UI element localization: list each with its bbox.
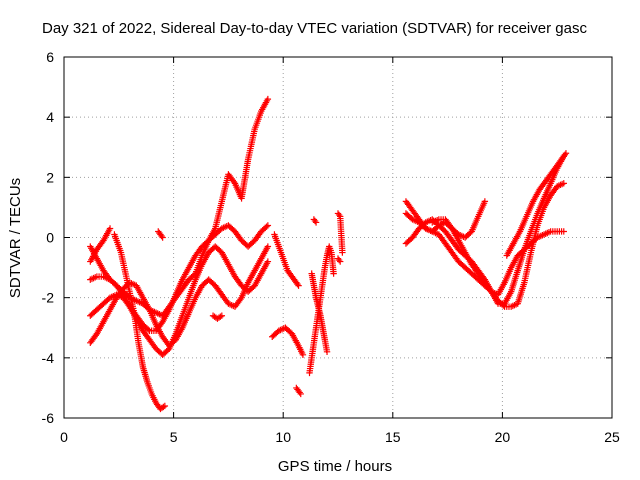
y-tick-label: -4 [42, 350, 55, 366]
y-tick-label: 6 [46, 49, 54, 65]
data-point [144, 326, 152, 333]
y-tick-label: 0 [46, 230, 54, 246]
x-tick-label: 15 [385, 429, 401, 445]
data-point [296, 389, 303, 396]
data-point [99, 238, 106, 246]
data-point [230, 178, 238, 186]
data-point [335, 211, 343, 219]
data-point [312, 219, 320, 226]
data-point [336, 258, 344, 265]
data-point [263, 223, 270, 230]
data-point [295, 282, 302, 289]
data-point [500, 302, 507, 309]
data-point [218, 312, 226, 319]
axis-ticks: 0 5 10 15 20 25 -6 -4 -2 0 2 4 6 [42, 49, 620, 445]
data-point [264, 243, 272, 250]
y-axis-label: SDTVAR / TECUs [7, 178, 24, 298]
data-point [560, 228, 567, 235]
data-point [264, 222, 272, 229]
data-point [311, 217, 319, 225]
data-point [294, 280, 301, 288]
data-point [562, 150, 570, 157]
data-point [339, 249, 346, 256]
x-axis-label: GPS time / hours [278, 458, 392, 475]
x-tick-label: 10 [275, 429, 291, 445]
x-tick-label: 0 [60, 429, 68, 445]
data-point [561, 151, 569, 158]
x-tick-label: 5 [170, 429, 178, 445]
data-point [158, 232, 165, 240]
data-point [264, 258, 272, 265]
data-point [264, 95, 272, 103]
data-point [160, 403, 167, 411]
y-tick-label: -2 [42, 290, 55, 306]
y-tick-label: -6 [42, 410, 55, 426]
data-point [323, 348, 331, 356]
y-tick-label: 4 [46, 109, 54, 125]
data-point [299, 351, 307, 359]
data-point [335, 256, 343, 264]
data-points [87, 95, 570, 413]
x-tick-label: 20 [495, 429, 511, 445]
data-point [217, 313, 224, 320]
y-tick-label: 2 [46, 169, 54, 185]
data-point [237, 295, 244, 303]
data-point [159, 234, 166, 241]
chart-title: Day 321 of 2022, Sidereal Day-to-day VTE… [42, 20, 587, 37]
data-point [158, 320, 165, 327]
data-point [447, 223, 455, 231]
data-point [92, 332, 99, 339]
x-tick-label: 25 [604, 429, 620, 445]
data-point [106, 225, 114, 232]
data-point [560, 180, 567, 187]
data-point [161, 402, 169, 410]
data-point [481, 198, 489, 205]
data-point [330, 270, 337, 277]
data-point [297, 390, 304, 398]
